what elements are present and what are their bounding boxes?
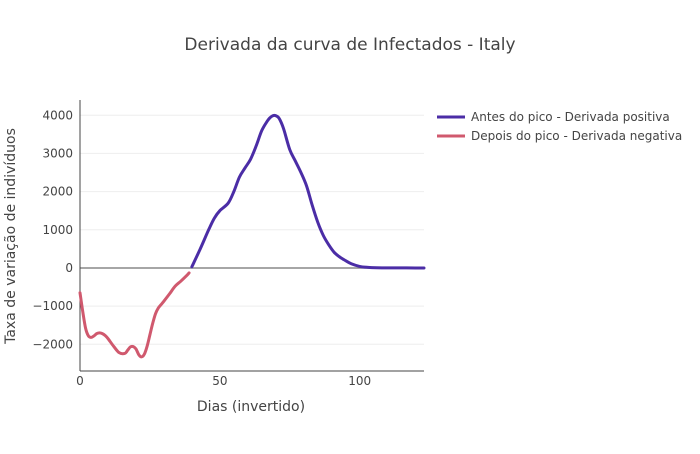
chart-title: Derivada da curva de Infectados - Italy (184, 35, 515, 55)
y-tick-label: 3000 (42, 146, 73, 160)
legend-label[interactable]: Depois do pico - Derivada negativa (471, 129, 682, 143)
y-tick-label: −2000 (32, 337, 73, 351)
y-tick-label: 1000 (42, 223, 73, 237)
x-tick-label: 100 (348, 374, 371, 388)
y-axis-label: Taxa de variação de indivíduos (3, 128, 19, 345)
grid-layer (80, 114, 424, 345)
x-axis-label: Dias (invertido) (197, 399, 305, 415)
tick-layer: −2000 −1000 0 1000 2000 3000 4000 0 50 100 (32, 108, 371, 388)
legend-label[interactable]: Antes do pico - Derivada positiva (471, 110, 670, 124)
legend[interactable]: Antes do pico - Derivada positiva Depois … (437, 110, 682, 143)
axis-layer (79, 100, 424, 372)
y-tick-label: 0 (65, 261, 73, 275)
series-line-1[interactable] (190, 113, 426, 270)
x-tick-label: 50 (212, 374, 227, 388)
series-line-2[interactable] (78, 271, 191, 359)
y-tick-label: 2000 (42, 185, 73, 199)
x-tick-label: 0 (76, 374, 84, 388)
series-layer (78, 113, 426, 359)
y-tick-label: 4000 (42, 108, 73, 122)
y-tick-label: −1000 (32, 299, 73, 313)
